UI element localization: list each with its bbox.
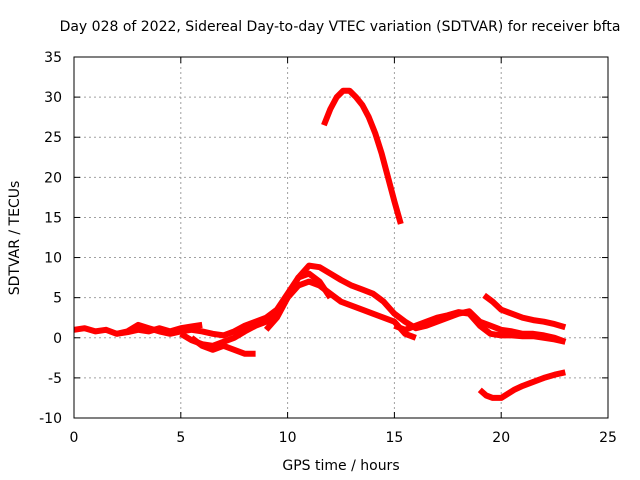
grid — [74, 57, 608, 418]
series-line-arc7 — [393, 309, 566, 345]
series-line-arc3 — [179, 278, 417, 349]
x-tick-label: 0 — [70, 430, 79, 446]
x-tick-label: 20 — [492, 430, 510, 446]
x-tick-label: 25 — [599, 430, 617, 446]
y-tick-label: 0 — [53, 331, 62, 347]
series-line-arc6 — [321, 87, 404, 225]
x-tick-label: 5 — [176, 430, 185, 446]
y-tick-label: 35 — [44, 50, 62, 66]
series-line-arc9 — [477, 369, 566, 401]
y-tick-label: 30 — [44, 90, 62, 106]
series-line-arc8 — [482, 292, 567, 331]
series-line-arc1 — [73, 321, 203, 337]
y-tick-label: 20 — [44, 170, 62, 186]
x-tick-label: 10 — [279, 430, 297, 446]
series-line-arc4 — [189, 335, 256, 357]
x-tick-label: 15 — [385, 430, 403, 446]
y-tick-label: 5 — [53, 291, 62, 307]
y-tick-label: 15 — [44, 210, 62, 226]
y-axis-title: SDTVAR / TECUs — [7, 181, 23, 296]
ticks: 0 5 10 15 20 25 -10 -5 0 5 10 15 20 25 30 35 — [39, 50, 617, 446]
chart-title: Day 028 of 2022, Sidereal Day-to-day VTE… — [60, 19, 621, 35]
y-tick-label: 10 — [44, 251, 62, 267]
x-axis-title: GPS time / hours — [282, 458, 399, 474]
y-tick-label: -10 — [39, 411, 62, 427]
plot-frame — [73, 56, 609, 419]
y-tick-label: -5 — [48, 371, 62, 387]
y-tick-label: 25 — [44, 130, 62, 146]
data-series — [73, 87, 567, 401]
